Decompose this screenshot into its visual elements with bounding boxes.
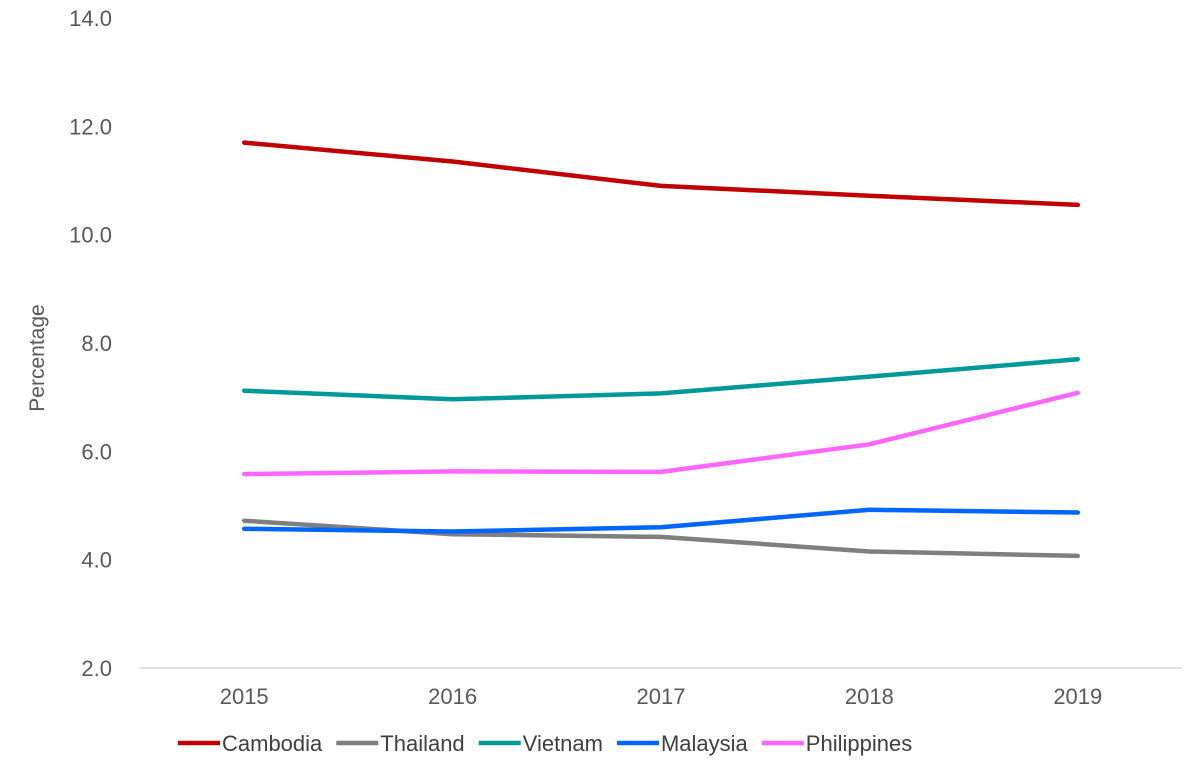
y-tick-label: 4.0 [81, 548, 112, 573]
x-tick-label: 2017 [637, 684, 686, 709]
series-line-malaysia [241, 507, 1081, 534]
legend-item-cambodia: Cambodia [178, 731, 323, 756]
legend-label: Malaysia [661, 731, 749, 756]
legend-label: Philippines [806, 731, 912, 756]
y-tick-label: 10.0 [69, 223, 112, 248]
series-line-vietnam [241, 357, 1081, 402]
series-line-cambodia [241, 140, 1081, 208]
x-tick-label: 2016 [428, 684, 477, 709]
legend-item-malaysia: Malaysia [616, 731, 749, 756]
y-tick-label: 6.0 [81, 439, 112, 464]
y-axis-tick-labels: 2.0 4.0 6.0 8.0 10.0 12.0 14.0 [69, 6, 112, 681]
legend-item-thailand: Thailand [336, 731, 465, 756]
y-tick-label: 8.0 [81, 331, 112, 356]
legend-label: Thailand [380, 731, 464, 756]
legend-label: Cambodia [222, 731, 323, 756]
y-tick-label: 12.0 [69, 114, 112, 139]
x-tick-label: 2015 [220, 684, 269, 709]
legend-label: Vietnam [523, 731, 603, 756]
y-tick-label: 2.0 [81, 656, 112, 681]
x-tick-label: 2018 [845, 684, 894, 709]
legend-item-vietnam: Vietnam [478, 731, 603, 756]
x-axis-tick-labels: 2015 2016 2017 2018 2019 [220, 684, 1103, 709]
y-tick-label: 14.0 [69, 6, 112, 31]
y-axis-title: Percentage [26, 304, 49, 411]
series-line-philippines [241, 390, 1081, 477]
legend: Cambodia Thailand Vietnam Malaysia Philippin… [178, 731, 912, 756]
x-tick-label: 2019 [1053, 684, 1102, 709]
legend-item-philippines: Philippines [761, 731, 912, 756]
series-lines [241, 140, 1081, 559]
